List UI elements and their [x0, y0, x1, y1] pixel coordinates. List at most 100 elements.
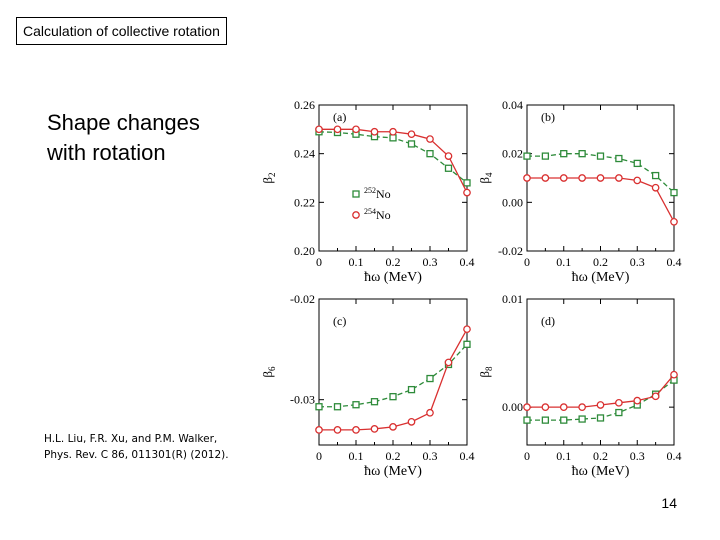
beta-symbol: β [477, 371, 492, 378]
legend-label: 254No [364, 207, 391, 222]
chart-panel-3: 0 0.1 0.2 0.3 0.4 -0.03 -0.02 ħω (MeV) β6 (c) [260, 292, 475, 479]
y-tick-label: 0.04 [502, 98, 523, 112]
x-tick-label: 0.3 [630, 255, 645, 269]
y-tick-label: 0.24 [294, 147, 315, 161]
citation-line-1: H.L. Liu, F.R. Xu, and P.M. Walker, [44, 433, 218, 445]
y-tick-label: 0.02 [502, 147, 523, 161]
data-point-252No [426, 150, 434, 158]
data-point-252No [370, 398, 379, 406]
beta-symbol: β [260, 371, 275, 378]
data-point-252No [407, 385, 416, 394]
x-axis-label: ħω (MeV) [572, 464, 630, 479]
beta-subscript: 2 [267, 172, 277, 177]
y-tick-label: 0.01 [502, 292, 523, 306]
data-point-252No [651, 171, 660, 180]
data-point-252No [633, 159, 641, 168]
data-point-254No [541, 403, 550, 411]
data-point-252No [560, 150, 568, 158]
y-tick-label: 0.26 [294, 98, 315, 112]
legend-mass-number: 254 [364, 207, 376, 216]
x-tick-label: 0.4 [667, 449, 682, 463]
data-point-252No [352, 401, 360, 409]
data-point-254No [633, 396, 642, 405]
y-axis-label: β4 [477, 172, 494, 184]
data-point-252No [541, 152, 550, 160]
data-point-254No [315, 426, 323, 434]
slide-heading-line-1: Shape changes [47, 110, 200, 135]
data-point-252No [389, 134, 397, 142]
x-tick-label: 0.2 [386, 449, 401, 463]
y-tick-label: 0.00 [502, 195, 523, 209]
data-point-252No [615, 154, 623, 163]
x-tick-label: 0 [316, 449, 322, 463]
x-axis-label: ħω (MeV) [572, 270, 630, 285]
x-tick-label: 0.2 [593, 449, 608, 463]
data-point-254No [426, 408, 434, 417]
data-point-252No [615, 408, 623, 417]
chart-panel-2: 0 0.1 0.2 0.3 0.4 -0.02 0.00 0.02 0.04 ħω (MeV) β4… [477, 98, 682, 285]
series-line-252No [527, 379, 675, 421]
legend-mass-number: 252 [364, 186, 376, 195]
beta-subscript: 8 [484, 366, 494, 371]
x-tick-label: 0.3 [423, 449, 438, 463]
data-point-252No [560, 416, 568, 424]
data-point-254No [370, 127, 379, 136]
x-axis-label: ħω (MeV) [364, 270, 422, 285]
data-point-252No [596, 414, 605, 422]
panel-label: (a) [333, 110, 346, 124]
data-point-254No [463, 325, 471, 334]
x-tick-label: 0.2 [386, 255, 401, 269]
data-point-254No [352, 426, 360, 434]
data-point-254No [407, 417, 416, 426]
beta-subscript: 6 [267, 366, 277, 371]
data-point-254No [615, 174, 623, 182]
plot-frame [318, 104, 468, 252]
panel-label: (c) [333, 314, 346, 328]
data-point-252No [523, 152, 531, 160]
x-tick-label: 0.2 [593, 255, 608, 269]
y-tick-label: 0.00 [502, 400, 523, 414]
data-point-252No [463, 179, 471, 187]
slide-heading: Shape changes with rotation [47, 108, 200, 168]
x-tick-label: 0.3 [630, 449, 645, 463]
data-point-254No [315, 125, 323, 134]
data-point-254No [333, 426, 342, 434]
beta-subscript: 4 [484, 172, 494, 177]
x-tick-label: 0.1 [556, 449, 571, 463]
y-axis-label: β6 [260, 366, 277, 378]
citation-line-2: Phys. Rev. C 86, 011301(R) (2012). [44, 449, 229, 461]
data-point-252No [670, 188, 678, 197]
legend-marker-square [352, 190, 360, 198]
x-tick-label: 0.1 [349, 449, 364, 463]
citation: H.L. Liu, F.R. Xu, and P.M. Walker, Phys… [44, 431, 229, 463]
data-point-254No [352, 125, 360, 134]
page-number: 14 [661, 495, 677, 511]
data-point-252No [426, 374, 434, 383]
y-tick-label: -0.02 [290, 292, 315, 306]
data-point-252No [463, 340, 471, 348]
data-point-252No [389, 393, 397, 401]
beta-symbol: β [260, 177, 275, 184]
y-axis-label: β2 [260, 172, 277, 183]
data-point-254No [444, 152, 453, 160]
data-point-254No [615, 398, 623, 407]
legend-element: No [376, 187, 391, 201]
data-point-254No [444, 358, 453, 367]
panel-label: (b) [541, 110, 555, 124]
data-point-254No [370, 425, 379, 433]
legend-element: No [376, 208, 391, 222]
data-point-252No [444, 164, 453, 172]
legend-label: 252No [364, 186, 391, 201]
data-point-254No [578, 174, 586, 182]
y-tick-label: 0.22 [294, 195, 315, 209]
data-point-254No [559, 403, 568, 411]
data-point-254No [463, 188, 471, 197]
data-point-254No [389, 423, 397, 431]
x-tick-label: 0.4 [460, 449, 475, 463]
x-tick-label: 0.4 [460, 255, 475, 269]
y-axis-label: β8 [477, 366, 494, 378]
data-point-252No [596, 152, 605, 160]
chart-panel-4: 0 0.1 0.2 0.3 0.4 0.00 0.01 ħω (MeV) β8 (d) [477, 292, 682, 479]
